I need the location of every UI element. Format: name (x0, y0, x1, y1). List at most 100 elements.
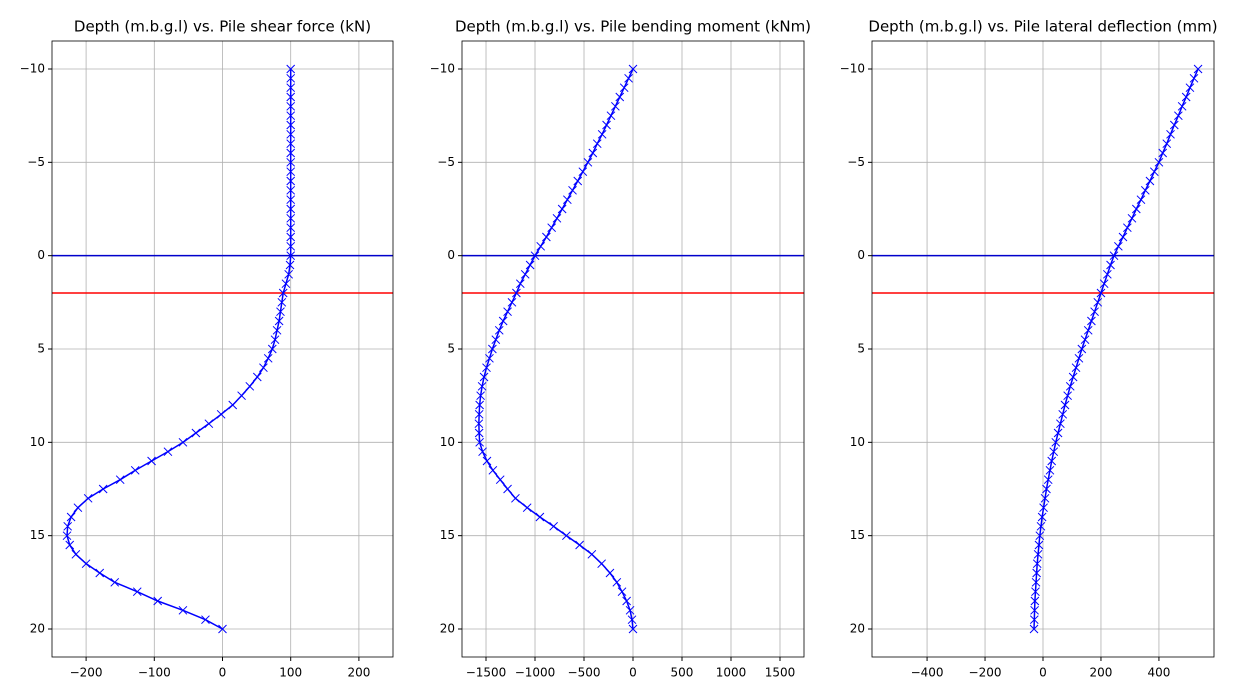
chart-title: Depth (m.b.g.l) vs. Pile bending moment … (455, 18, 811, 36)
data-marker (1035, 531, 1045, 541)
data-marker (1169, 120, 1179, 130)
data-marker (549, 521, 558, 531)
data-marker (267, 344, 277, 354)
data-marker (204, 419, 214, 429)
data-marker (619, 83, 629, 93)
data-marker (191, 428, 201, 438)
y-tick-label: 0 (857, 248, 865, 262)
data-marker (286, 167, 296, 177)
data-marker (1029, 615, 1039, 625)
x-tick-label: 0 (1039, 666, 1047, 680)
data-marker (286, 148, 296, 158)
x-tick-label: 1500 (765, 666, 796, 680)
data-marker (1131, 204, 1141, 214)
data-marker (1042, 484, 1051, 494)
data-marker (286, 213, 296, 223)
data-marker (624, 73, 633, 83)
data-marker (1114, 241, 1123, 251)
data-marker (503, 307, 512, 317)
data-marker (132, 587, 142, 597)
data-marker (602, 120, 611, 130)
data-marker (1033, 549, 1043, 559)
data-marker (286, 139, 296, 149)
data-marker (1087, 316, 1096, 326)
data-marker (536, 241, 546, 251)
data-marker (482, 363, 491, 373)
data-marker (272, 325, 282, 335)
x-tick-label: −200 (70, 666, 103, 680)
y-tick-label: 20 (440, 622, 455, 636)
data-marker (488, 465, 498, 475)
data-marker (286, 111, 296, 121)
data-marker (1099, 279, 1109, 289)
data-marker (1049, 447, 1059, 457)
y-tick-label: 10 (850, 435, 865, 449)
x-tick-label: −100 (138, 666, 171, 680)
y-tick-label: 15 (30, 528, 45, 542)
data-marker (1071, 363, 1081, 373)
x-tick-label: 0 (219, 666, 227, 680)
data-marker (1149, 167, 1159, 177)
data-marker (252, 372, 262, 382)
x-tick-label: −1000 (515, 666, 556, 680)
data-marker (575, 540, 584, 550)
x-tick-label: 200 (1090, 666, 1113, 680)
data-marker (482, 456, 492, 466)
data-marker (1029, 624, 1039, 634)
data-marker (615, 92, 625, 102)
data-marker (110, 577, 120, 587)
data-marker (542, 232, 551, 242)
chart-title: Depth (m.b.g.l) vs. Pile lateral deflect… (868, 18, 1217, 36)
data-marker (201, 615, 210, 625)
data-marker (587, 549, 597, 559)
data-marker (612, 577, 622, 587)
data-marker (1122, 223, 1132, 233)
x-tick-label: 500 (671, 666, 694, 680)
data-marker (1158, 148, 1168, 158)
y-tick-label: 20 (30, 622, 45, 636)
data-marker (477, 381, 487, 391)
data-marker (153, 596, 163, 606)
axes-frame (51, 40, 394, 658)
data-marker (237, 391, 246, 401)
chart-title: Depth (m.b.g.l) vs. Pile shear force (kN… (74, 18, 371, 36)
data-marker (62, 531, 72, 541)
data-marker (218, 624, 227, 634)
data-marker (503, 484, 512, 494)
data-marker (475, 437, 484, 447)
data-marker (1127, 213, 1137, 223)
y-tick-label: −5 (27, 155, 45, 169)
data-marker (485, 353, 494, 363)
data-marker (278, 288, 288, 298)
data-marker (1060, 400, 1070, 410)
data-marker (270, 335, 280, 345)
data-marker (1102, 269, 1112, 279)
x-tick-label: 0 (629, 666, 637, 680)
data-marker (573, 176, 583, 186)
data-marker (1090, 307, 1099, 317)
data-marker (274, 316, 284, 326)
data-marker (1034, 540, 1044, 550)
x-tick-label: −1500 (466, 666, 507, 680)
data-marker (286, 120, 296, 130)
data-marker (286, 251, 296, 261)
axes-frame (871, 40, 1215, 658)
data-marker (1036, 521, 1046, 531)
data-marker (583, 157, 593, 167)
data-marker (1173, 111, 1183, 121)
data-marker (1093, 297, 1103, 307)
data-marker (1083, 325, 1093, 335)
y-tick-label: −5 (437, 155, 455, 169)
data-marker (1166, 129, 1175, 139)
data-marker (1032, 559, 1042, 569)
axes-frame (461, 40, 805, 658)
y-tick-label: 0 (37, 248, 45, 262)
data-marker (65, 540, 75, 550)
data-marker (1031, 577, 1041, 587)
data-marker (1154, 157, 1164, 167)
data-marker (115, 475, 125, 485)
data-marker (495, 475, 505, 485)
data-marker (1077, 344, 1087, 354)
data-marker (286, 92, 296, 102)
data-marker (286, 176, 296, 186)
